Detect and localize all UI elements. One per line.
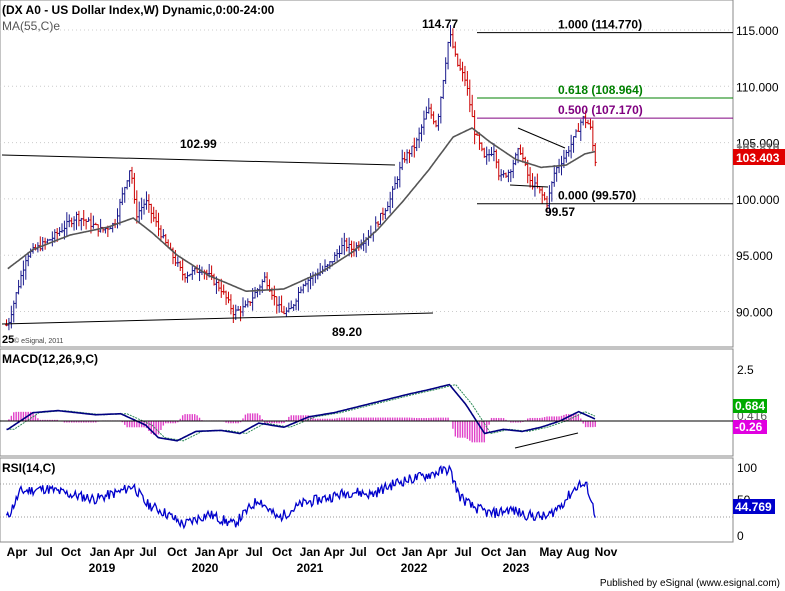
macd-series (6, 383, 596, 443)
annotation-low-2021: 89.20 (332, 325, 362, 339)
fib-level-label: 0.500 (107.170) (558, 103, 643, 117)
x-month-label: Jul (245, 545, 262, 559)
annotation-high-2022: 114.77 (422, 17, 458, 31)
macd-hist-label: -0.26 (735, 420, 763, 434)
macd-tick-2-5: 2.5 (737, 363, 754, 377)
x-year-label: 2021 (297, 561, 324, 575)
rsi-panel-frame (0, 457, 734, 543)
price-grid (0, 29, 733, 312)
x-month-label: Apr (7, 545, 28, 559)
macd-hist-box (733, 420, 767, 434)
x-month-label: Aug (566, 545, 589, 559)
x-month-label: May (539, 545, 563, 559)
fib-level-label: 1.000 (114.770) (558, 18, 642, 32)
x-month-label: Jul (139, 545, 156, 559)
macd-value-box (733, 399, 767, 413)
x-month-label: Jul (349, 545, 366, 559)
rsi-series (5, 464, 596, 530)
fib-level-label: 0.000 (99.570) (558, 189, 636, 203)
x-month-label: Jul (35, 545, 52, 559)
x-month-label: Nov (595, 545, 618, 559)
x-month-label: Apr (218, 545, 239, 559)
x-month-label: Apr (427, 545, 448, 559)
macd-panel-frame (0, 348, 734, 457)
annotation-low-2023: 99.57 (545, 205, 575, 219)
macd-signal-line (6, 384, 596, 442)
x-year-label: 2023 (503, 561, 530, 575)
price-tick-label: 90.000 (736, 306, 773, 320)
rsi-value-label: 44.769 (735, 500, 772, 514)
rsi-tick-0: 0 (737, 529, 744, 543)
x-month-label: Jan (402, 545, 423, 559)
last-price-label: 103.403 (736, 151, 780, 165)
x-month-label: Oct (376, 545, 396, 559)
x-year-label: 2019 (89, 561, 116, 575)
macd-line (6, 383, 596, 442)
publisher-footer: Published by eSignal (www.esignal.com) (600, 578, 780, 589)
triangle-lower-line (509, 184, 549, 188)
x-month-label: Oct (272, 545, 292, 559)
resistance-trendline (1, 154, 396, 166)
price-y-axis: 115.000 110.000 105.000 100.000 95.000 90.000 (736, 24, 780, 320)
price-tick-label: 95.000 (736, 249, 773, 263)
x-year-label: 2022 (401, 561, 428, 575)
x-month-label: Oct (167, 545, 187, 559)
x-year-label: 2020 (192, 561, 219, 575)
x-month-label: Apr (324, 545, 345, 559)
annotation-high-2020: 102.99 (180, 137, 217, 151)
price-tick-label: 115.000 (736, 24, 779, 38)
macd-divergence-line (514, 432, 579, 449)
price-tick-label: 110.000 (736, 80, 779, 94)
price-panel-frame (0, 0, 734, 348)
x-month-label: Oct (61, 545, 81, 559)
price-panel-title: (DX A0 - US Dollar Index,W) Dynamic,0:00… (2, 3, 275, 17)
x-month-label: Jan (506, 545, 527, 559)
price-tick-label: 105.000 (736, 137, 780, 151)
x-month-label: Oct (481, 545, 501, 559)
macd-panel-title: MACD(12,26,9,C) (2, 352, 98, 366)
rsi-panel-title: RSI(14,C) (2, 461, 55, 475)
last-price-box (733, 149, 785, 165)
left-clipped-label: 25 (2, 334, 14, 346)
x-month-label: Jul (454, 545, 471, 559)
x-month-label: Jan (195, 545, 216, 559)
support-trendline (1, 312, 434, 325)
time-x-axis: Apr Jul Oct Jan Apr Jul Oct Jan Apr Jul Oct Jan Apr J… (7, 545, 618, 575)
rsi-tick-100: 100 (737, 461, 757, 475)
price-tick-label: 100.000 (736, 193, 780, 207)
macd-value-label: 0.684 (735, 399, 765, 413)
x-month-label: Apr (114, 545, 135, 559)
fib-level-label: 0.618 (108.964) (558, 83, 643, 97)
ma-label: MA(55,C)e (2, 19, 60, 33)
triangle-upper-line (517, 127, 566, 149)
rsi-value-box (733, 499, 775, 514)
moving-average-series (7, 127, 596, 292)
x-month-label: Jan (300, 545, 321, 559)
x-month-label: Jan (90, 545, 111, 559)
rsi-line (5, 464, 596, 530)
ma-55-line (7, 127, 596, 292)
fibonacci-levels: 1.000 (114.770) 0.618 (108.964) 0.500 (107… (477, 18, 733, 205)
price-series (5, 25, 597, 331)
watermark: © eSignal, 2011 (14, 337, 64, 345)
